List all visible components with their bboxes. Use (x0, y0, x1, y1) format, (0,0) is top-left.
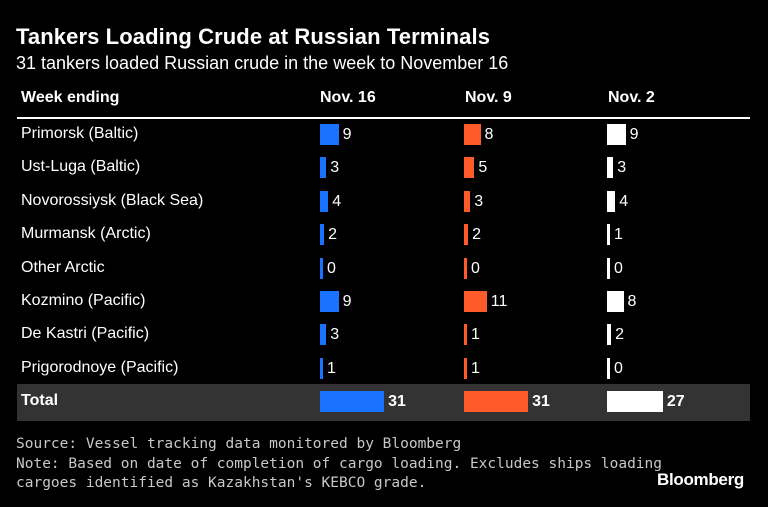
value-label: 9 (629, 126, 639, 143)
row-label: Primorsk (Baltic) (21, 125, 139, 142)
header-nov-9: Nov. 9 (465, 89, 512, 106)
value-label: 2 (472, 226, 482, 244)
bar-nov-2 (607, 291, 624, 312)
footnote-line-2: cargoes identified as Kazakhstan's KEBCO… (16, 475, 427, 491)
bar-nov-16 (320, 391, 385, 412)
header-week-ending: Week ending (21, 89, 120, 106)
value-label: 5 (478, 159, 488, 177)
row-label: Prigorodnoye (Pacific) (21, 358, 179, 376)
value-label: 4 (619, 192, 629, 210)
footnote-line-1: Note: Based on date of completion of car… (16, 456, 663, 472)
value-label: 8 (627, 293, 637, 310)
value-label: 27 (666, 393, 685, 410)
bar-nov-9 (464, 257, 467, 279)
value-label: 2 (615, 326, 625, 344)
bar-nov-9 (464, 291, 487, 312)
bar-nov-9 (464, 357, 467, 379)
bar-nov-2 (607, 190, 616, 212)
bar-nov-9 (464, 324, 467, 346)
bar-nov-9 (464, 124, 481, 145)
bar-nov-2 (607, 224, 610, 246)
header-rule (17, 117, 750, 119)
bar-nov-9 (464, 224, 469, 246)
bar-nov-9 (464, 157, 475, 179)
value-label: 11 (490, 293, 508, 310)
value-label: 0 (327, 259, 336, 277)
bar-nov-16 (320, 357, 323, 379)
row-label: Other Arctic (21, 258, 105, 276)
value-label: 3 (330, 159, 340, 177)
header-nov-2: Nov. 2 (608, 89, 655, 106)
bloomberg-logo: Bloomberg (656, 470, 744, 489)
bar-nov-16 (320, 190, 329, 212)
bar-nov-16 (320, 324, 327, 346)
value-label: 3 (474, 192, 484, 210)
value-label: 1 (471, 326, 480, 344)
value-label: 9 (342, 126, 352, 143)
value-label: 4 (332, 192, 342, 210)
row-label: De Kastri (Pacific) (21, 325, 150, 343)
bar-nov-16 (320, 291, 339, 312)
value-label: 1 (471, 359, 480, 377)
row-label: Ust-Luga (Baltic) (21, 158, 141, 176)
bar-nov-16 (320, 224, 325, 246)
bar-nov-16 (320, 157, 327, 179)
row-label: Kozmino (Pacific) (21, 292, 146, 309)
value-label: 2 (328, 226, 338, 244)
chart-subtitle: 31 tankers loaded Russian crude in the w… (16, 53, 509, 73)
bar-nov-2 (607, 324, 612, 346)
value-label: 31 (532, 393, 550, 410)
bar-nov-2 (607, 391, 663, 412)
value-label: 1 (614, 226, 623, 244)
value-label: 0 (471, 259, 480, 277)
total-label: Total (21, 392, 59, 409)
bar-nov-2 (607, 157, 614, 179)
bar-nov-9 (464, 190, 471, 212)
chart-title: Tankers Loading Crude at Russian Termina… (16, 24, 491, 49)
bar-nov-2 (607, 357, 610, 379)
bar-nov-2 (607, 124, 626, 145)
bar-nov-16 (320, 257, 323, 279)
value-label: 31 (388, 393, 406, 410)
value-label: 3 (617, 159, 627, 177)
bar-nov-9 (464, 391, 529, 412)
bar-nov-2 (607, 257, 610, 279)
source-note: Source: Vessel tracking data monitored b… (16, 436, 462, 452)
header-nov-16: Nov. 16 (320, 89, 376, 106)
row-label: Murmansk (Arctic) (21, 225, 151, 243)
value-label: 0 (614, 259, 623, 277)
value-label: 8 (484, 126, 494, 143)
value-label: 1 (327, 359, 336, 377)
value-label: 9 (342, 293, 352, 310)
value-label: 0 (614, 359, 623, 377)
value-label: 3 (330, 326, 340, 344)
row-label: Novorossiysk (Black Sea) (21, 191, 204, 209)
bar-nov-16 (320, 124, 339, 145)
